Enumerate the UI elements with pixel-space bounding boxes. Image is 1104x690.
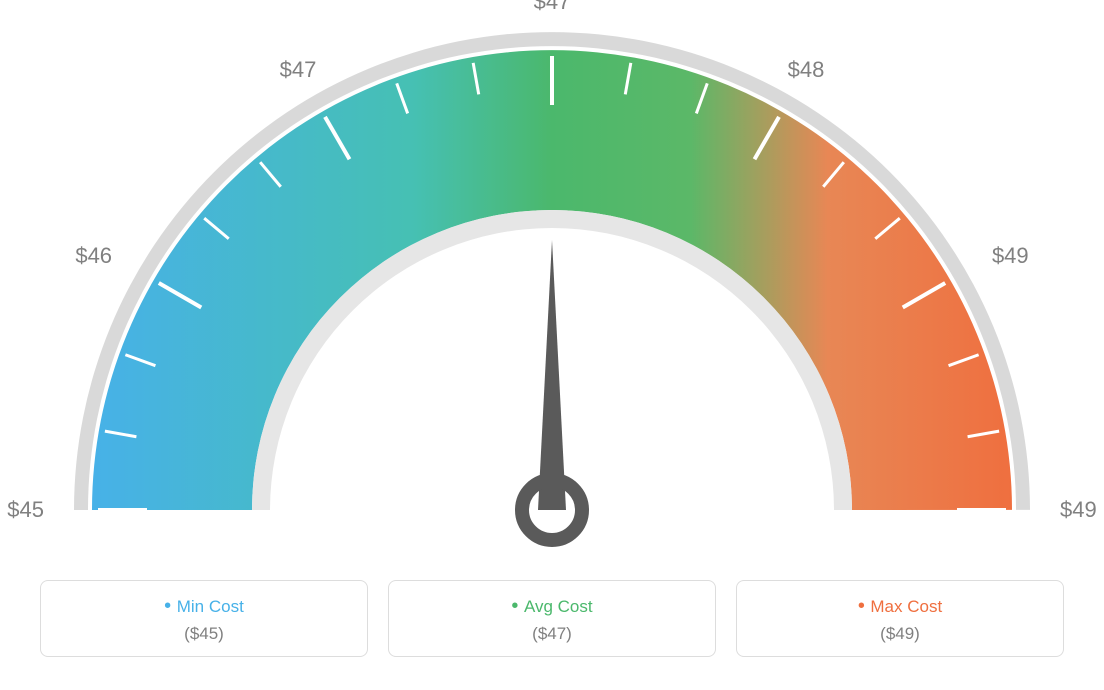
legend-title-min: Min Cost <box>51 595 357 618</box>
legend-card-min: Min Cost ($45) <box>40 580 368 657</box>
svg-text:$49: $49 <box>992 243 1029 268</box>
legend-value-min: ($45) <box>51 624 357 644</box>
legend-card-avg: Avg Cost ($47) <box>388 580 716 657</box>
svg-text:$47: $47 <box>534 0 571 14</box>
legend-value-avg: ($47) <box>399 624 705 644</box>
svg-text:$47: $47 <box>280 57 317 82</box>
legend-row: Min Cost ($45) Avg Cost ($47) Max Cost (… <box>0 580 1104 657</box>
legend-card-max: Max Cost ($49) <box>736 580 1064 657</box>
svg-text:$48: $48 <box>788 57 825 82</box>
legend-value-max: ($49) <box>747 624 1053 644</box>
gauge-svg: $45 $46 $47 $47 $48 $49 $49 <box>0 0 1104 570</box>
svg-text:$46: $46 <box>75 243 112 268</box>
legend-title-max: Max Cost <box>747 595 1053 618</box>
svg-text:$49: $49 <box>1060 497 1097 522</box>
svg-text:$45: $45 <box>7 497 44 522</box>
gauge-chart: $45 $46 $47 $47 $48 $49 $49 <box>0 0 1104 570</box>
legend-title-avg: Avg Cost <box>399 595 705 618</box>
